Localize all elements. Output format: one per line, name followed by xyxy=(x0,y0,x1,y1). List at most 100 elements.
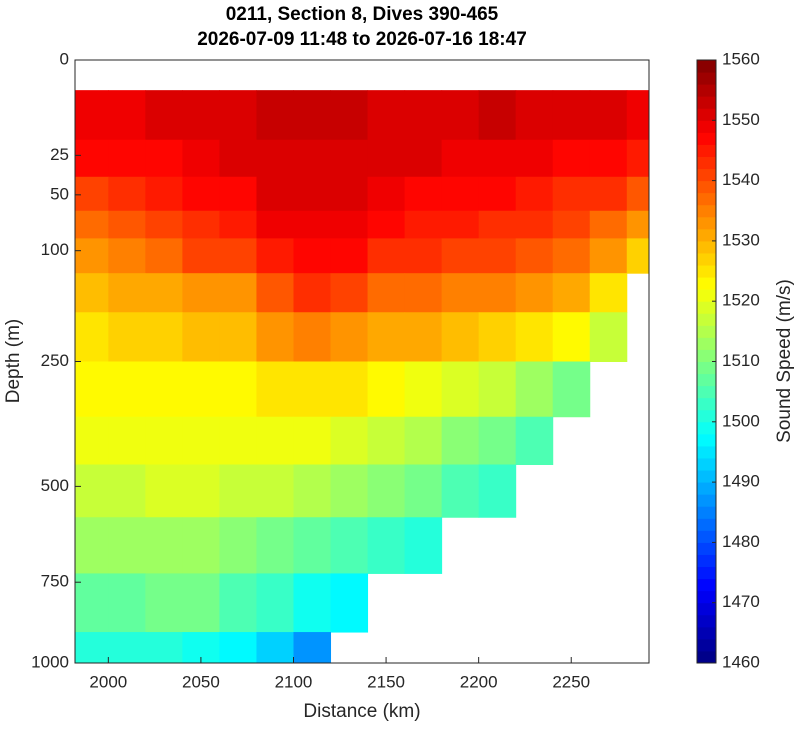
colorbar-band xyxy=(697,240,716,254)
section-cell xyxy=(589,312,628,362)
x-tick-label: 2150 xyxy=(367,672,405,691)
section-cell xyxy=(219,312,257,362)
section-cell xyxy=(330,517,369,574)
section-cell xyxy=(478,90,517,141)
section-cell xyxy=(293,632,332,663)
section-cell xyxy=(330,464,369,518)
section-cell xyxy=(478,210,517,239)
chart-title: 0211, Section 8, Dives 390-465 xyxy=(226,4,499,25)
section-cell xyxy=(75,210,109,239)
colorbar-band xyxy=(697,277,716,290)
colorbar-band xyxy=(697,542,716,555)
section-cell xyxy=(145,210,183,239)
colorbar-band xyxy=(697,120,716,133)
section-cell xyxy=(256,273,294,313)
section-cell xyxy=(108,464,146,518)
section-cell xyxy=(108,176,146,212)
section-cell xyxy=(626,176,649,212)
section-cell xyxy=(256,139,294,178)
section-cell xyxy=(589,90,628,141)
section-cell xyxy=(293,416,332,466)
section-cell xyxy=(626,210,649,239)
y-tick-label: 750 xyxy=(41,572,69,591)
section-cell xyxy=(367,238,406,274)
colorbar-band xyxy=(697,132,716,145)
section-cell xyxy=(330,273,369,313)
section-cell xyxy=(293,517,332,574)
section-cell xyxy=(145,139,183,178)
section-cell xyxy=(293,573,332,633)
x-tick-label: 2200 xyxy=(460,672,498,691)
section-cell xyxy=(145,632,183,663)
section-cell xyxy=(404,90,443,141)
colorbar-band xyxy=(697,168,716,182)
colorbar-tick-label: 1470 xyxy=(722,592,760,611)
section-cell xyxy=(515,90,554,141)
colorbar-band xyxy=(697,252,716,266)
section-cell xyxy=(478,464,517,518)
colorbar-band xyxy=(697,204,716,218)
section-cell xyxy=(552,238,591,274)
colorbar-band xyxy=(697,301,716,314)
colorbar-band xyxy=(697,506,716,519)
section-cell xyxy=(75,273,109,313)
section-cell xyxy=(219,210,257,239)
colorbar-band xyxy=(697,638,716,652)
section-cell xyxy=(441,210,480,239)
section-cell xyxy=(441,90,480,141)
colorbar-tick-label: 1460 xyxy=(722,652,760,671)
y-tick-label: 0 xyxy=(60,49,69,68)
colorbar-band xyxy=(697,337,716,350)
colorbar-band xyxy=(697,602,716,616)
section-cell xyxy=(293,139,332,178)
section-cell xyxy=(293,90,332,141)
section-cell xyxy=(182,139,220,178)
section-cell xyxy=(441,464,480,518)
section-cell xyxy=(589,273,628,313)
section-cell xyxy=(478,139,517,178)
section-cell xyxy=(219,517,257,574)
section-cell xyxy=(552,210,591,239)
section-cell xyxy=(478,176,517,212)
section-cell xyxy=(256,464,294,518)
section-cell xyxy=(441,176,480,212)
colorbar-band xyxy=(697,650,716,664)
section-cell xyxy=(367,176,406,212)
section-cell xyxy=(145,90,183,141)
colorbar-band xyxy=(697,626,716,640)
section-cell xyxy=(293,464,332,518)
section-cell xyxy=(293,176,332,212)
colorbar-band xyxy=(697,108,716,121)
section-cell xyxy=(108,632,146,663)
section-cell xyxy=(293,238,332,274)
section-cell xyxy=(75,90,109,141)
section-cell xyxy=(145,238,183,274)
colorbar-band xyxy=(697,482,716,495)
colorbar-band xyxy=(697,494,716,507)
section-cell xyxy=(182,517,220,574)
section-cell xyxy=(515,238,554,274)
section-cell xyxy=(182,361,220,418)
section-cell xyxy=(441,416,480,466)
section-cell xyxy=(441,238,480,274)
colorbar-band xyxy=(697,554,716,568)
section-cell xyxy=(515,210,554,239)
section-cell xyxy=(145,517,183,574)
colorbar-tick-label: 1510 xyxy=(722,351,760,370)
section-cell xyxy=(219,90,257,141)
section-cell xyxy=(182,416,220,466)
colorbar-band xyxy=(697,265,716,278)
section-cell xyxy=(145,273,183,313)
colorbar-band xyxy=(697,84,716,97)
section-cell xyxy=(552,176,591,212)
section-cell xyxy=(626,238,649,274)
section-cell xyxy=(182,273,220,313)
section-cell xyxy=(478,312,517,362)
colorbar-band xyxy=(697,421,716,435)
x-tick-label: 2000 xyxy=(89,672,127,691)
colorbar-tick-label: 1490 xyxy=(722,472,760,491)
section-cell xyxy=(145,416,183,466)
y-tick-label: 50 xyxy=(50,184,69,203)
section-cell xyxy=(626,90,649,141)
section-cell xyxy=(108,312,146,362)
